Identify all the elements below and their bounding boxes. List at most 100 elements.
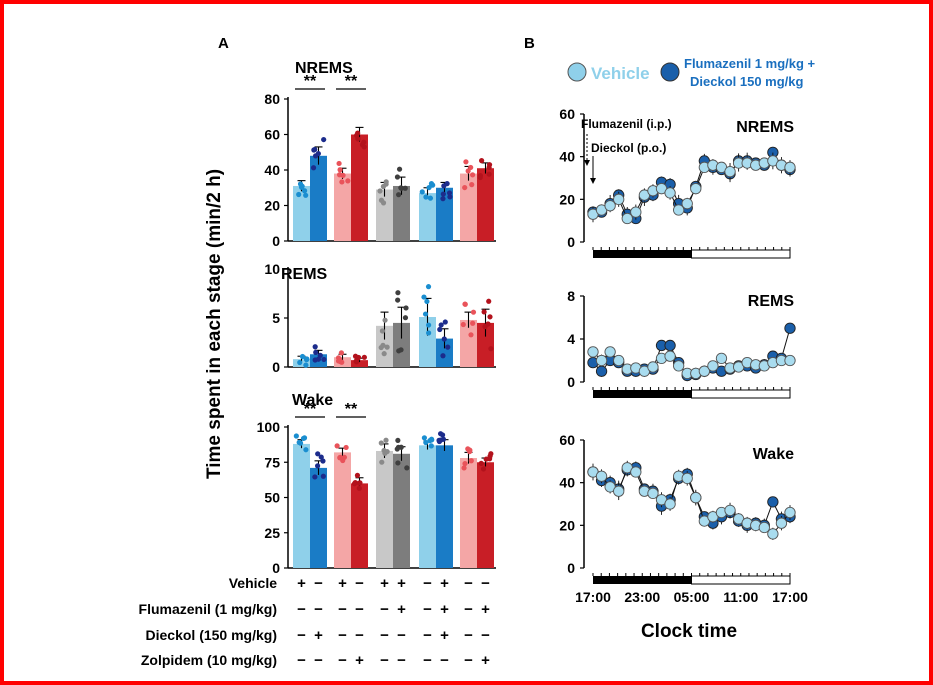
data-dot bbox=[440, 191, 446, 197]
data-dot bbox=[480, 466, 487, 472]
y-tick-label: 0 bbox=[567, 560, 575, 576]
vehicle-point bbox=[681, 197, 693, 210]
condition-mark: − bbox=[423, 652, 432, 669]
data-dot bbox=[336, 160, 342, 167]
data-dot bbox=[428, 436, 435, 442]
bar bbox=[310, 467, 327, 568]
bar bbox=[477, 462, 494, 568]
vehicle-point bbox=[630, 466, 642, 478]
data-dot bbox=[462, 301, 468, 307]
condition-mark: − bbox=[314, 575, 323, 592]
data-dot bbox=[396, 192, 402, 198]
data-dot bbox=[488, 346, 494, 352]
data-dot bbox=[338, 350, 345, 356]
data-dot bbox=[293, 433, 299, 439]
y-tick-label: 60 bbox=[559, 432, 575, 448]
data-dot bbox=[379, 328, 386, 334]
bar bbox=[477, 322, 494, 367]
condition-label: Dieckol (150 mg/kg) bbox=[146, 627, 278, 643]
significance-stars: ** bbox=[304, 401, 317, 418]
condition-mark: − bbox=[314, 601, 323, 618]
data-dot bbox=[334, 443, 340, 449]
condition-mark: − bbox=[297, 627, 306, 644]
vehicle-point bbox=[647, 361, 659, 373]
panel-b-legend: Vehicle Flumazenil 1 mg/kg + Dieckol 150 m… bbox=[567, 56, 816, 89]
data-dot bbox=[352, 353, 359, 359]
condition-mark: − bbox=[338, 652, 347, 669]
dieckol-arrowhead bbox=[590, 178, 596, 184]
y-tick-label: 50 bbox=[264, 490, 280, 506]
data-dot bbox=[486, 171, 492, 177]
data-dot bbox=[345, 178, 351, 184]
data-dot bbox=[486, 298, 492, 304]
significance-stars: ** bbox=[345, 401, 358, 418]
data-dot bbox=[314, 463, 321, 469]
y-tick-label: 0 bbox=[272, 233, 280, 249]
data-dot bbox=[470, 309, 477, 315]
bar bbox=[293, 443, 310, 568]
data-dot bbox=[402, 315, 409, 321]
data-dot bbox=[354, 472, 361, 478]
data-dot bbox=[361, 139, 367, 145]
data-dot bbox=[296, 439, 302, 446]
y-tick-label: 60 bbox=[264, 127, 280, 143]
condition-mark: − bbox=[355, 601, 364, 618]
data-dot bbox=[353, 132, 360, 138]
bar bbox=[460, 458, 477, 568]
vehicle-point bbox=[673, 204, 685, 216]
vehicle-point bbox=[690, 491, 702, 504]
timecourse-title: Wake bbox=[753, 446, 794, 463]
vehicle-point bbox=[724, 504, 736, 517]
data-dot bbox=[303, 356, 310, 362]
data-dot bbox=[402, 185, 408, 191]
data-dot bbox=[299, 353, 306, 360]
data-dot bbox=[487, 453, 493, 459]
data-dot bbox=[426, 184, 432, 191]
y-tick-label: 40 bbox=[559, 149, 575, 165]
bar bbox=[419, 317, 436, 367]
panel-b-label: B bbox=[524, 35, 535, 52]
data-dot bbox=[419, 189, 425, 195]
bar bbox=[351, 360, 368, 367]
condition-mark: + bbox=[338, 575, 347, 592]
data-dot bbox=[361, 354, 367, 360]
x-tick-label: 17:00 bbox=[575, 589, 611, 605]
data-dot bbox=[423, 194, 429, 200]
data-dot bbox=[461, 465, 467, 471]
data-dot bbox=[462, 460, 468, 467]
condition-mark: + bbox=[297, 575, 306, 592]
vehicle-point bbox=[784, 161, 796, 173]
data-dot bbox=[487, 314, 493, 320]
y-tick-label: 20 bbox=[264, 198, 280, 214]
y-tick-label: 25 bbox=[264, 525, 280, 541]
data-dot bbox=[438, 322, 444, 328]
y-tick-label: 60 bbox=[559, 106, 575, 122]
y-tick-label: 8 bbox=[567, 288, 575, 304]
vehicle-point bbox=[621, 212, 633, 225]
data-dot bbox=[437, 326, 443, 333]
bar bbox=[393, 453, 410, 568]
data-dot bbox=[337, 455, 343, 461]
condition-mark: − bbox=[314, 652, 323, 669]
bar bbox=[419, 445, 436, 568]
data-dot bbox=[441, 183, 447, 189]
dark-period-bar bbox=[593, 390, 692, 398]
significance-stars: ** bbox=[345, 73, 358, 90]
data-dot bbox=[315, 451, 321, 457]
y-tick-label: 10 bbox=[264, 261, 280, 277]
vehicle-point bbox=[613, 354, 625, 367]
panel-a-condition-table: Vehicle + − + − + + − + − −Flumazenil (1 mg/kg) − − −… bbox=[139, 575, 491, 669]
condition-mark: − bbox=[464, 601, 473, 618]
vehicle-point bbox=[715, 352, 728, 364]
condition-mark: − bbox=[423, 627, 432, 644]
panel-b-xlabel: Clock time bbox=[641, 621, 737, 642]
light-period-bar bbox=[691, 575, 791, 585]
bar-panel-nrems: NREMS 0 20 40 60 80 ** ** bbox=[264, 60, 496, 249]
data-dot bbox=[394, 446, 400, 452]
condition-mark: + bbox=[397, 575, 406, 592]
legend-vehicle-label: Vehicle bbox=[591, 64, 650, 83]
bar bbox=[334, 452, 351, 568]
condition-mark: − bbox=[464, 627, 473, 644]
legend-treated-label2: Dieckol 150 mg/kg bbox=[690, 74, 803, 89]
vehicle-point bbox=[784, 506, 796, 519]
